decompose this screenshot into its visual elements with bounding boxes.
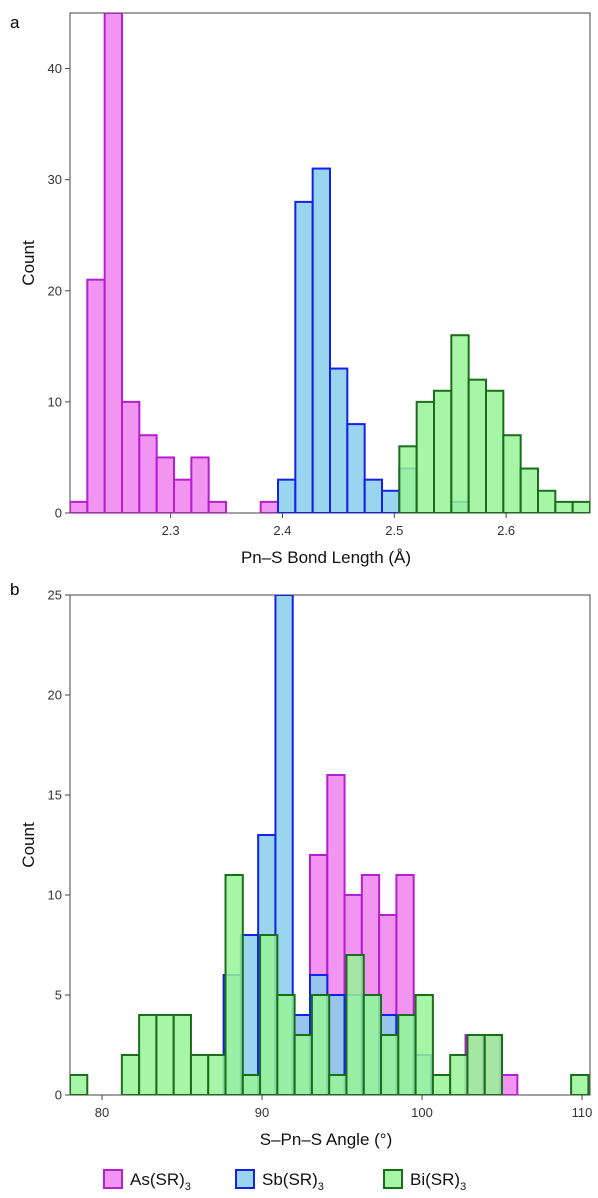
bar-b-s2-21 — [466, 1034, 486, 1095]
bar-b-s2-17 — [397, 1014, 417, 1095]
x-tick-label: 2.6 — [497, 523, 515, 538]
bar-a-s2-9 — [554, 500, 574, 513]
bar-a-s2-4 — [467, 378, 487, 513]
bar-a-s2-2 — [433, 389, 453, 513]
y-tick-label: 30 — [48, 172, 62, 187]
panel-a-bond-length-histogram: 2.3 2.4 2.5 2.6 0 10 20 30 40 Pn–S Bond Length (Å… — [10, 12, 591, 567]
bar-b-s2-6 — [207, 1054, 227, 1095]
bar-b-s2-2 — [138, 1014, 158, 1095]
x-axis-label: S–Pn–S Angle (°) — [260, 1130, 393, 1149]
legend-swatch — [235, 1169, 255, 1189]
bar-a-s2-6 — [502, 434, 522, 513]
bar-a-s1-5 — [363, 478, 383, 513]
bar-b-s2-22 — [483, 1034, 504, 1095]
bar-b-s2-13 — [328, 1074, 348, 1095]
x-tick-label: 110 — [572, 1105, 593, 1120]
bar-a-s0-2 — [103, 13, 123, 513]
y-tick-label: 5 — [55, 988, 62, 1003]
x-tick-label: 80 — [95, 1105, 109, 1120]
legend-label: As(SR)3 — [130, 1170, 191, 1193]
bar-a-s2-8 — [537, 489, 557, 513]
y-tick-label: 20 — [48, 283, 62, 298]
y-tick-label: 40 — [48, 61, 62, 76]
legend-item-1: Sb(SR)3 — [235, 1169, 324, 1193]
bar-b-s2-15 — [362, 994, 383, 1095]
x-tick-label: 90 — [255, 1105, 269, 1120]
bar-b-s2-23 — [570, 1074, 590, 1095]
y-axis-label: Count — [19, 822, 38, 868]
y-tick-label: 15 — [48, 788, 62, 803]
legend-item-2: Bi(SR)3 — [383, 1169, 466, 1193]
bar-b-s2-9 — [259, 934, 279, 1095]
bar-b-s2-4 — [172, 1014, 192, 1095]
x-tick-label: 2.5 — [385, 523, 403, 538]
bar-a-s2-1 — [415, 400, 435, 513]
y-tick-label: 0 — [55, 1088, 62, 1103]
bar-b-s2-7 — [224, 874, 244, 1095]
bar-a-s1-2 — [311, 167, 331, 513]
bar-b-s2-1 — [120, 1054, 141, 1095]
y-axis-label: Count — [19, 240, 38, 286]
legend-label-subscript: 3 — [185, 1181, 191, 1193]
legend-item-0: As(SR)3 — [103, 1169, 191, 1193]
bar-b-s2-5 — [189, 1054, 210, 1095]
bar-b-s2-18 — [414, 994, 434, 1095]
x-tick-label: 2.4 — [273, 523, 291, 538]
legend-label-main: As(SR) — [130, 1170, 185, 1189]
y-tick-label: 0 — [55, 506, 62, 521]
legend-label-main: Sb(SR) — [262, 1170, 318, 1189]
bars — [70, 13, 590, 513]
bar-a-s0-5 — [155, 456, 176, 513]
bar-a-s0-0 — [70, 500, 89, 513]
bar-a-s2-3 — [450, 334, 470, 513]
bar-b-s2-0 — [70, 1074, 89, 1095]
bar-a-s0-8 — [207, 500, 228, 513]
y-tick-label: 10 — [48, 394, 62, 409]
bar-b-s2-16 — [380, 1034, 400, 1095]
legend-label-main: Bi(SR) — [410, 1170, 460, 1189]
bar-a-s1-0 — [277, 478, 297, 513]
bar-b-s2-20 — [449, 1054, 469, 1095]
y-tick-label: 10 — [48, 888, 62, 903]
bar-a-s1-4 — [346, 423, 366, 513]
legend-swatch — [383, 1169, 403, 1189]
bar-b-s2-14 — [345, 954, 365, 1095]
bar-b-s1-3 — [274, 595, 294, 1095]
bar-a-s0-1 — [86, 278, 106, 513]
panel-letter: a — [10, 13, 20, 32]
legend-label: Bi(SR)3 — [410, 1170, 466, 1193]
bar-a-s0-7 — [190, 456, 210, 513]
bar-b-s2-3 — [155, 1014, 175, 1095]
legend-swatch — [103, 1169, 123, 1189]
legend-label-subscript: 3 — [318, 1181, 324, 1193]
panel-letter: b — [10, 580, 19, 599]
y-tick-label: 25 — [48, 588, 62, 603]
bar-b-s2-11 — [293, 1034, 313, 1095]
x-axis-label: Pn–S Bond Length (Å) — [241, 548, 411, 567]
panel-b-angle-histogram: 80 90 100 110 0 5 10 15 20 25 S–Pn–S Angle (°) Coun… — [10, 580, 592, 1149]
bar-a-s2-10 — [571, 500, 590, 513]
bar-a-s2-7 — [519, 467, 540, 513]
bar-b-s2-8 — [241, 1074, 262, 1095]
bar-a-s1-6 — [381, 489, 401, 513]
bar-b-s2-19 — [431, 1074, 452, 1095]
x-tick-label: 2.3 — [162, 523, 180, 538]
bar-a-s0-3 — [121, 400, 141, 513]
bar-a-s2-5 — [485, 389, 505, 513]
legend: As(SR)3 Sb(SR)3 Bi(SR)3 — [103, 1169, 466, 1193]
bars — [70, 595, 590, 1095]
bar-a-s1-3 — [329, 367, 349, 513]
legend-label-subscript: 3 — [460, 1181, 466, 1193]
bar-a-s1-1 — [294, 200, 314, 513]
bar-b-s2-12 — [310, 994, 331, 1095]
legend-label: Sb(SR)3 — [262, 1170, 324, 1193]
bar-a-s0-6 — [173, 478, 193, 513]
bar-a-s2-0 — [398, 445, 418, 513]
x-tick-label: 100 — [411, 1105, 433, 1120]
bar-b-s2-10 — [276, 994, 296, 1095]
bar-a-s0-4 — [138, 434, 158, 513]
y-tick-label: 20 — [48, 688, 62, 703]
bar-a-s0-9 — [259, 500, 279, 513]
